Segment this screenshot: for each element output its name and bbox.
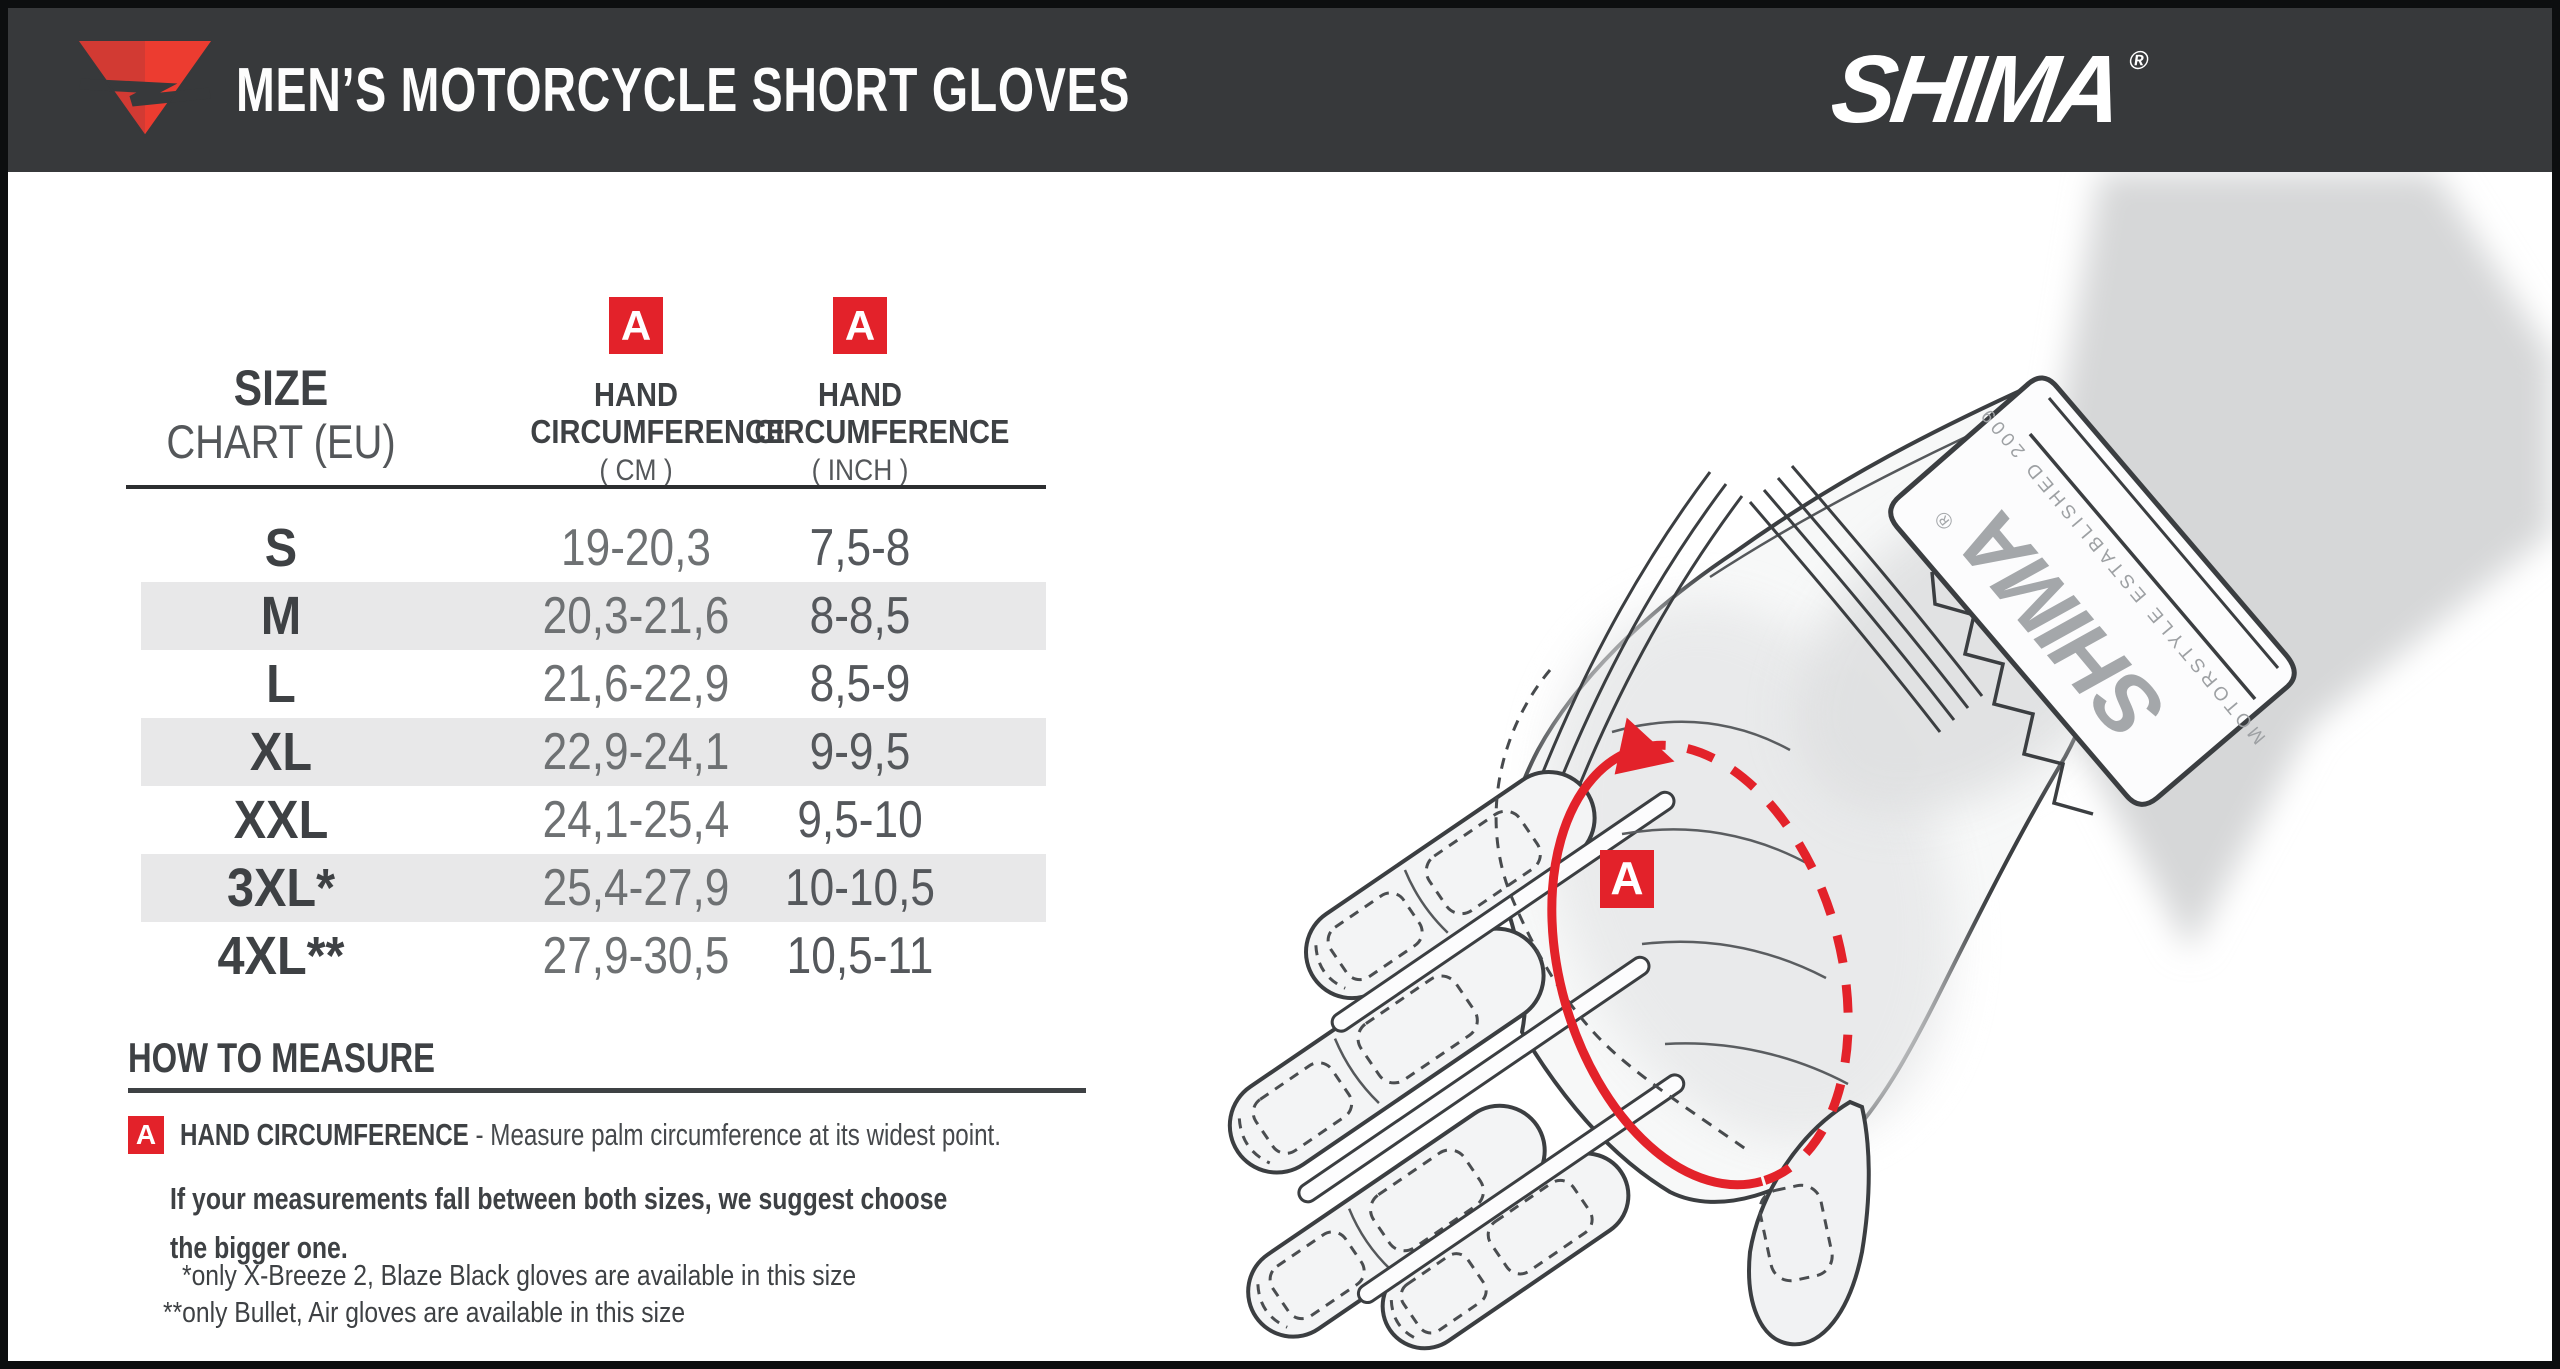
header-bar: MEN’S MOTORCYCLE SHORT GLOVES SHIMA ®	[8, 8, 2552, 172]
brand-wordmark: SHIMA ®	[1821, 8, 2151, 172]
size-label: XL	[249, 722, 313, 782]
inch-value: 8-8,5	[809, 587, 911, 645]
how-to-measure-heading: HOW TO MEASURE	[128, 1034, 435, 1081]
inch-value: 10-10,5	[785, 859, 935, 917]
size-header-line1: SIZE	[233, 360, 329, 416]
footnote-4xl: **only Bullet, Air gloves are available …	[163, 1297, 686, 1329]
inch-value: 8,5-9	[809, 655, 911, 713]
footnote-3xl: *only X-Breeze 2, Blaze Black gloves are…	[182, 1260, 857, 1292]
inch-header-line1: HAND	[818, 376, 902, 413]
glove-measurement-illustration: SHIMA ® MOTORSTYLE ESTABLISHED 2009 A	[1227, 172, 2552, 1351]
inch-value: 9,5-10	[797, 791, 923, 849]
inch-header-unit: ( INCH )	[811, 454, 909, 487]
definition-text: HAND CIRCUMFERENCE - Measure palm circum…	[180, 1117, 1001, 1153]
table-row: L 21,6-22,9 8,5-9	[141, 650, 1046, 718]
badge-letter: A	[620, 301, 652, 349]
measure-a-badge-small: A	[128, 1116, 164, 1154]
ellipse-dashed-arc	[1636, 740, 1853, 1186]
how-to-measure-rule	[128, 1088, 1086, 1093]
glove-thumb	[1747, 1099, 1871, 1347]
cm-value: 25,4-27,9	[542, 859, 730, 917]
badge-letter: A	[135, 1119, 157, 1150]
inch-value: 9-9,5	[809, 723, 911, 781]
glove-cuff	[1888, 375, 2297, 807]
advice-line2: the bigger one.	[170, 1230, 348, 1265]
column-header-size: SIZE CHART (EU)	[131, 360, 431, 468]
panel-seams	[1533, 471, 1744, 817]
size-header-line2: CHART (EU)	[166, 415, 396, 468]
cm-header-unit: ( CM )	[599, 454, 673, 487]
measure-a-badge-cm: A	[609, 297, 663, 354]
thumb-pad	[1758, 1183, 1834, 1283]
shima-triangle-logo-icon	[77, 40, 213, 138]
hand-circumference-definition-row: A HAND CIRCUMFERENCE - Measure palm circ…	[128, 1116, 1233, 1154]
cm-value: 20,3-21,6	[542, 587, 730, 645]
cuff-trim-line-inner	[2028, 432, 2257, 701]
knuckle-pad-outline	[1494, 669, 1751, 1154]
finger-seam-channels	[1297, 790, 1686, 1305]
inch-header-line2: CIRCUMFERENCE	[754, 413, 1010, 450]
registered-mark: ®	[2127, 44, 2151, 75]
brand-text: SHIMA	[1825, 36, 2125, 143]
measure-a-badge-inch: A	[833, 297, 887, 354]
badge-letter: A	[844, 301, 876, 349]
size-label: L	[266, 654, 296, 714]
definition-body: - Measure palm circumference at its wide…	[468, 1117, 1001, 1152]
inch-value: 7,5-8	[809, 519, 911, 577]
definition-term: HAND CIRCUMFERENCE	[180, 1117, 469, 1152]
table-row: S 19-20,3 7,5-8	[141, 514, 1046, 582]
column-header-inch: HAND CIRCUMFERENCE ( INCH )	[740, 376, 1010, 492]
size-label: M	[260, 586, 302, 646]
table-header-divider	[126, 485, 1046, 489]
table-row: M 20,3-21,6 8-8,5	[141, 582, 1046, 650]
glove-badge-letter: A	[1610, 852, 1643, 904]
strap-lines	[1748, 465, 1984, 733]
measurement-arrowhead	[1614, 717, 1675, 775]
table-rows: S 19-20,3 7,5-8 M 20,3-21,6 8-8,5 L 21,6…	[141, 514, 1046, 990]
ellipse-solid-arc	[1547, 744, 1764, 1190]
cm-value: 22,9-24,1	[542, 723, 730, 781]
size-label: 4XL**	[217, 926, 345, 986]
cm-value: 24,1-25,4	[542, 791, 730, 849]
cm-value: 27,9-30,5	[542, 927, 730, 985]
zigzag-stitch	[1930, 571, 2094, 816]
size-label: 3XL*	[226, 858, 336, 918]
inch-value: 10,5-11	[786, 927, 934, 985]
finger-ring	[1246, 1103, 1547, 1339]
cm-value: 21,6-22,9	[542, 655, 730, 713]
table-row: XL 22,9-24,1 9-9,5	[141, 718, 1046, 786]
cm-header-line1: HAND	[594, 376, 678, 413]
table-row: XXL 24,1-25,4 9,5-10	[141, 786, 1046, 854]
measurement-ellipse	[1547, 740, 1853, 1190]
table-row: 3XL* 25,4-27,9 10-10,5	[141, 854, 1046, 922]
cm-header-line2: CIRCUMFERENCE	[530, 413, 786, 450]
glove-a-badge: A	[1600, 850, 1654, 908]
cuff-trim-line-outer	[2047, 397, 2280, 669]
table-row: 4XL** 27,9-30,5 10,5-11	[141, 922, 1046, 990]
size-label: S	[264, 518, 298, 578]
content-area: MEN’S MOTORCYCLE SHORT GLOVES SHIMA ® A A…	[8, 8, 2552, 1361]
page-title: MEN’S MOTORCYCLE SHORT GLOVES	[236, 55, 1131, 125]
cm-value: 19-20,3	[561, 519, 711, 577]
size-label: XXL	[233, 790, 329, 850]
column-header-cm: HAND CIRCUMFERENCE ( CM )	[516, 376, 786, 492]
advice-line1: If your measurements fall between both s…	[170, 1181, 948, 1216]
sizing-advice: If your measurements fall between both s…	[170, 1174, 947, 1272]
